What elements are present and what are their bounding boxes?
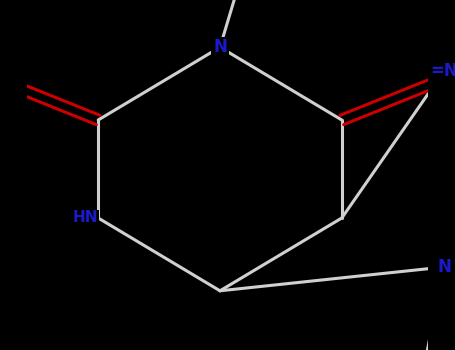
Text: =N: =N [430, 62, 455, 80]
Text: HN: HN [73, 210, 98, 225]
Text: N: N [437, 258, 451, 276]
Text: N: N [213, 38, 227, 56]
